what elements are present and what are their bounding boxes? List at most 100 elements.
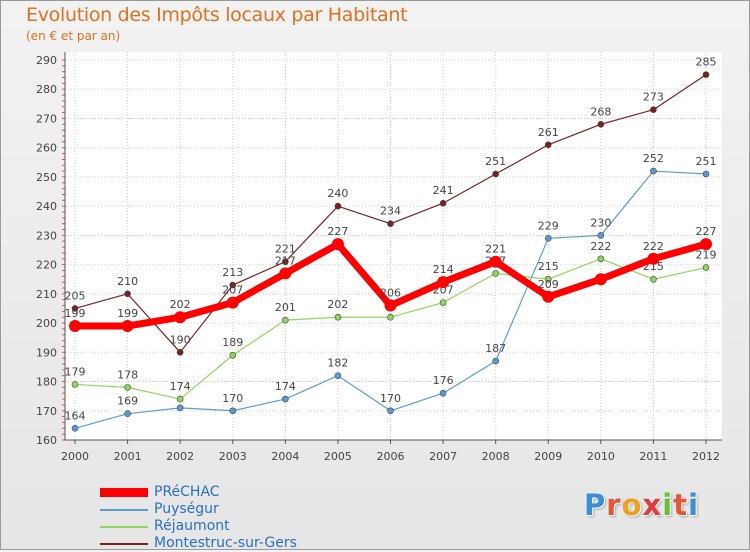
x-tick-label: 2012 — [692, 450, 720, 463]
data-point-prechac — [700, 238, 712, 251]
data-point-prechac — [331, 238, 344, 251]
data-point-prechac — [594, 273, 607, 286]
data-label-montestruc-sur-gers: 234 — [380, 205, 401, 218]
y-tick-label: 190 — [36, 346, 57, 359]
data-point-rejaumont — [387, 313, 394, 321]
data-label-montestruc-sur-gers: 261 — [538, 126, 559, 139]
data-point-rejaumont — [176, 395, 184, 403]
data-label-montestruc-sur-gers: 285 — [696, 56, 717, 69]
data-point-puysegur — [439, 389, 447, 397]
legend-swatch — [100, 508, 148, 511]
data-label-montestruc-sur-gers: 268 — [590, 105, 611, 118]
data-label-montestruc-sur-gers: 241 — [433, 184, 454, 197]
data-point-puysegur — [544, 235, 552, 242]
y-tick-label: 280 — [36, 83, 57, 96]
legend-swatch — [100, 542, 148, 545]
legend-swatch — [100, 488, 148, 497]
data-label-prechac: 199 — [117, 307, 138, 320]
x-tick-label: 2011 — [639, 450, 667, 463]
data-point-rejaumont — [124, 384, 131, 391]
data-point-puysegur — [229, 407, 237, 415]
legend-item-montestruc-sur-gers: Montestruc-sur-Gers — [100, 535, 297, 552]
data-label-rejaumont: 179 — [65, 365, 86, 378]
data-point-montestruc-sur-gers — [597, 121, 605, 128]
data-label-rejaumont: 202 — [327, 298, 348, 311]
data-point-montestruc-sur-gers — [439, 199, 447, 207]
data-point-rejaumont — [702, 264, 710, 271]
data-point-puysegur — [597, 232, 605, 239]
data-point-puysegur — [334, 372, 342, 379]
x-tick-label: 2003 — [219, 450, 247, 463]
proxiti-logo: Proxiti — [584, 488, 699, 522]
data-label-prechac: 222 — [643, 240, 664, 253]
y-tick-label: 260 — [36, 142, 57, 155]
data-point-rejaumont — [229, 351, 237, 359]
data-label-rejaumont: 201 — [275, 301, 296, 314]
data-point-rejaumont — [439, 299, 447, 306]
data-label-puysegur: 182 — [327, 357, 348, 370]
data-point-prechac — [69, 320, 81, 332]
y-tick-label: 180 — [36, 376, 57, 389]
data-label-rejaumont: 222 — [590, 240, 611, 253]
data-label-prechac: 227 — [327, 225, 348, 238]
data-point-rejaumont — [334, 313, 342, 321]
data-label-prechac: 217 — [275, 254, 296, 267]
data-point-prechac — [121, 320, 134, 332]
data-point-montestruc-sur-gers — [492, 170, 499, 178]
chart-legend: PRéCHAC Puységur Réjaumont Montestruc-sur-G… — [100, 484, 297, 552]
y-tick-label: 230 — [36, 229, 57, 242]
chart-title: Evolution des Impôts locaux par Habitant — [26, 4, 408, 26]
data-point-rejaumont — [544, 275, 552, 283]
data-label-puysegur: 169 — [117, 395, 138, 408]
data-label-puysegur: 251 — [696, 155, 717, 168]
data-point-prechac — [279, 267, 292, 280]
legend-label: Réjaumont — [154, 518, 230, 534]
data-label-puysegur: 230 — [590, 216, 611, 229]
y-tick-label: 290 — [36, 54, 57, 67]
data-point-montestruc-sur-gers — [650, 106, 657, 113]
data-label-rejaumont: 219 — [696, 249, 717, 262]
data-label-prechac: 227 — [696, 225, 717, 238]
legend-swatch — [100, 525, 148, 528]
data-point-montestruc-sur-gers — [229, 281, 237, 289]
data-label-puysegur: 174 — [275, 380, 296, 393]
data-point-montestruc-sur-gers — [702, 71, 710, 78]
data-point-rejaumont — [71, 381, 79, 388]
data-point-prechac — [437, 276, 450, 289]
data-label-prechac: 206 — [380, 287, 401, 300]
x-tick-label: 2009 — [534, 450, 562, 463]
data-point-montestruc-sur-gers — [544, 141, 552, 149]
data-label-rejaumont: 174 — [170, 380, 191, 393]
x-tick-label: 2010 — [587, 450, 615, 463]
chart-subtitle: (en € et par an) — [26, 29, 121, 43]
data-label-montestruc-sur-gers: 251 — [485, 155, 506, 168]
logo-letter: r — [606, 488, 622, 522]
data-label-rejaumont: 215 — [538, 260, 559, 273]
x-tick-label: 2001 — [114, 450, 142, 463]
data-label-montestruc-sur-gers: 273 — [643, 91, 664, 104]
data-point-prechac — [489, 255, 502, 268]
data-point-puysegur — [650, 167, 657, 175]
x-tick-label: 2004 — [271, 450, 299, 463]
data-point-rejaumont — [492, 270, 499, 277]
y-tick-label: 240 — [36, 200, 57, 213]
x-tick-label: 2000 — [61, 450, 89, 463]
data-point-prechac — [226, 296, 239, 309]
legend-item-puysegur: Puységur — [100, 501, 297, 518]
legend-label: Montestruc-sur-Gers — [154, 535, 297, 551]
data-label-prechac: 207 — [222, 284, 243, 297]
logo-letter: x — [642, 488, 663, 522]
data-point-rejaumont — [282, 316, 289, 324]
data-label-puysegur: 252 — [643, 152, 664, 165]
data-label-montestruc-sur-gers: 210 — [117, 275, 138, 288]
x-tick-label: 2008 — [482, 450, 510, 463]
data-label-prechac: 209 — [538, 278, 559, 291]
data-point-puysegur — [387, 407, 394, 415]
data-label-puysegur: 176 — [433, 374, 454, 387]
data-label-puysegur: 229 — [538, 219, 559, 232]
legend-item-prechac: PRéCHAC — [100, 484, 297, 501]
data-point-prechac — [384, 299, 397, 312]
data-label-montestruc-sur-gers: 205 — [65, 289, 86, 302]
legend-label: PRéCHAC — [154, 484, 220, 500]
